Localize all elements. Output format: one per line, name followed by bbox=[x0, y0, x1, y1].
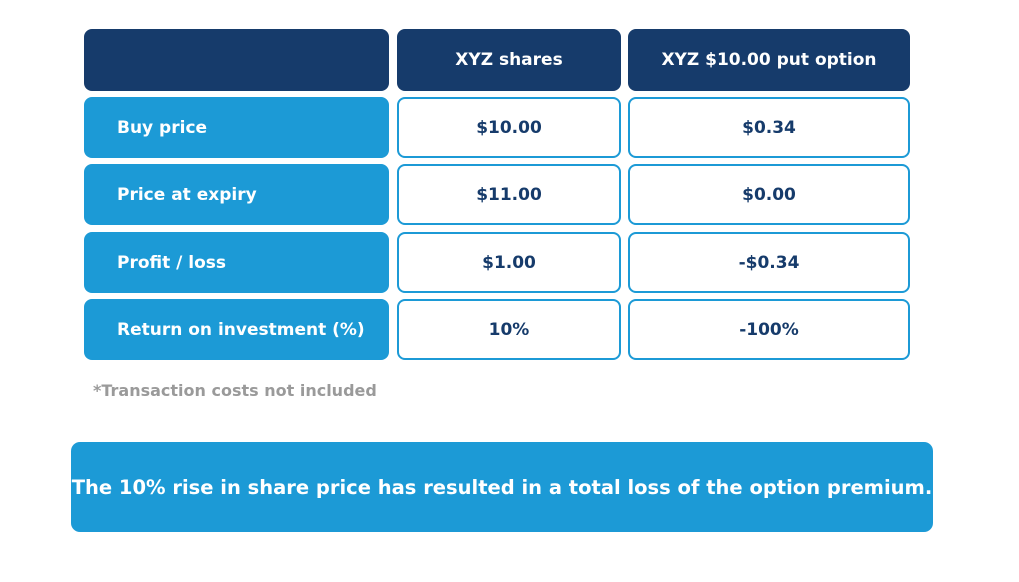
header-cell-shares: XYZ shares bbox=[397, 29, 621, 91]
header-cell-empty bbox=[84, 29, 389, 91]
summary-banner: The 10% rise in share price has resulted… bbox=[71, 442, 933, 532]
row-label-return-on-investment: Return on investment (%) bbox=[84, 299, 389, 360]
cell-option-price-at-expiry: $0.00 bbox=[628, 164, 910, 225]
cell-option-buy-price: $0.34 bbox=[628, 97, 910, 158]
cell-option-return-on-investment: -100% bbox=[628, 299, 910, 360]
cell-option-profit-loss: -$0.34 bbox=[628, 232, 910, 293]
cell-shares-profit-loss: $1.00 bbox=[397, 232, 621, 293]
cell-shares-price-at-expiry: $11.00 bbox=[397, 164, 621, 225]
row-label-price-at-expiry: Price at expiry bbox=[84, 164, 389, 225]
header-cell-put-option: XYZ $10.00 put option bbox=[628, 29, 910, 91]
row-label-profit-loss: Profit / loss bbox=[84, 232, 389, 293]
row-label-buy-price: Buy price bbox=[84, 97, 389, 158]
cell-shares-buy-price: $10.00 bbox=[397, 97, 621, 158]
cell-shares-return-on-investment: 10% bbox=[397, 299, 621, 360]
footnote: *Transaction costs not included bbox=[93, 381, 377, 400]
